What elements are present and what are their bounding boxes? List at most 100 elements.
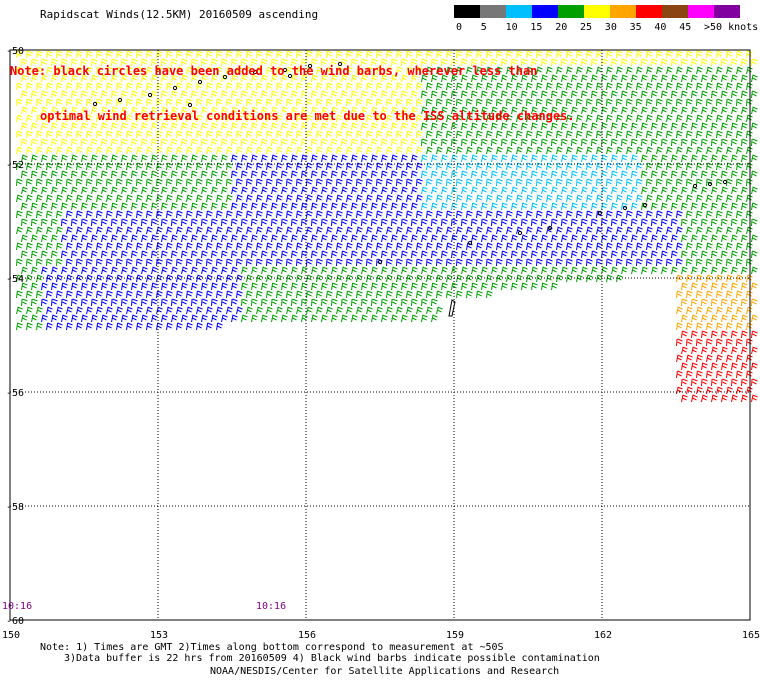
- wind-barb: [231, 90, 238, 99]
- wind-barb: [211, 122, 218, 131]
- wind-barb: [381, 58, 388, 67]
- wind-barb: [476, 82, 483, 91]
- wind-barb: [456, 82, 463, 91]
- wind-barb: [76, 82, 83, 91]
- wind-barb: [241, 74, 248, 83]
- wind-barb: [636, 66, 643, 75]
- wind-barb: [411, 74, 418, 83]
- wind-barb: [696, 66, 703, 75]
- wind-barb: [121, 122, 128, 131]
- wind-barb: [281, 74, 288, 83]
- wind-barb: [696, 114, 703, 123]
- wind-barb: [556, 82, 563, 91]
- wind-barb: [731, 106, 738, 115]
- wind-barb: [46, 82, 53, 91]
- wind-barb: [61, 122, 68, 131]
- wind-barb: [701, 106, 708, 115]
- wind-barb: [581, 74, 588, 83]
- wind-barb: [646, 66, 653, 75]
- wind-barb: [181, 58, 188, 67]
- wind-barb: [681, 74, 688, 83]
- wind-barb: [576, 82, 583, 91]
- wind-barb: [121, 106, 128, 115]
- wind-barb: [551, 90, 558, 99]
- wind-barb: [36, 114, 43, 123]
- wind-barb: [546, 66, 553, 75]
- wind-barb: [461, 90, 468, 99]
- wind-barb: [736, 66, 743, 75]
- wind-barb: [376, 98, 383, 107]
- wind-barb: [626, 66, 633, 75]
- wind-barb: [361, 106, 368, 115]
- wind-barb: [691, 74, 698, 83]
- wind-barb: [481, 74, 488, 83]
- wind-barb: [711, 106, 718, 115]
- wind-barb: [696, 98, 703, 107]
- wind-barb: [31, 58, 38, 67]
- wind-barb: [416, 114, 423, 123]
- wind-barb: [571, 90, 578, 99]
- wind-barb: [186, 66, 193, 75]
- wind-barb: [356, 50, 363, 59]
- wind-barb: [256, 82, 263, 91]
- wind-barb: [476, 98, 483, 107]
- wind-barb: [686, 66, 693, 75]
- wind-barb: [616, 66, 623, 75]
- wind-barb: [751, 106, 758, 115]
- wind-barb: [706, 82, 713, 91]
- wind-barb: [431, 122, 438, 131]
- lon-label: 156: [298, 630, 316, 641]
- wind-barb: [466, 114, 473, 123]
- wind-barb: [196, 114, 203, 123]
- wind-barb: [101, 58, 108, 67]
- wind-barb: [591, 58, 598, 67]
- wind-barb: [716, 82, 723, 91]
- wind-barb: [96, 66, 103, 75]
- lat-label: -56: [6, 388, 24, 399]
- wind-barb: [536, 66, 543, 75]
- wind-barb: [391, 74, 398, 83]
- wind-barb: [31, 74, 38, 83]
- wind-barb: [66, 66, 73, 75]
- wind-barb: [446, 114, 453, 123]
- wind-barb: [216, 82, 223, 91]
- wind-barb: [646, 82, 653, 91]
- wind-barb: [86, 82, 93, 91]
- wind-barb: [471, 58, 478, 67]
- wind-barb: [46, 98, 53, 107]
- wind-barb: [651, 74, 658, 83]
- wind-barb: [501, 122, 508, 131]
- wind-barb: [726, 50, 733, 59]
- wind-barb: [286, 114, 293, 123]
- wind-barb: [286, 98, 293, 107]
- wind-barb: [606, 98, 613, 107]
- wind-barb: [151, 106, 158, 115]
- wind-barb: [81, 58, 88, 67]
- wind-barb: [676, 98, 683, 107]
- wind-barb: [331, 90, 338, 99]
- wind-barb: [391, 122, 398, 131]
- wind-barb: [246, 98, 253, 107]
- wind-barb: [311, 122, 318, 131]
- wind-barb: [186, 114, 193, 123]
- wind-barb: [386, 82, 393, 91]
- lat-label: -60: [6, 616, 24, 627]
- wind-barb: [366, 66, 373, 75]
- wind-barb: [721, 74, 728, 83]
- wind-barb: [116, 114, 123, 123]
- wind-barb: [311, 74, 318, 83]
- wind-barb: [256, 98, 263, 107]
- wind-barb: [476, 50, 483, 59]
- wind-barb: [621, 90, 628, 99]
- wind-barb: [741, 58, 748, 67]
- scale-label: 40: [654, 22, 666, 33]
- wind-barb: [261, 122, 268, 131]
- wind-barb: [731, 122, 738, 131]
- wind-barb: [106, 66, 113, 75]
- wind-barb: [46, 130, 53, 139]
- wind-barb: [201, 58, 208, 67]
- wind-barb: [401, 58, 408, 67]
- wind-barb: [481, 58, 488, 67]
- wind-barb: [236, 50, 243, 59]
- wind-barb: [21, 90, 28, 99]
